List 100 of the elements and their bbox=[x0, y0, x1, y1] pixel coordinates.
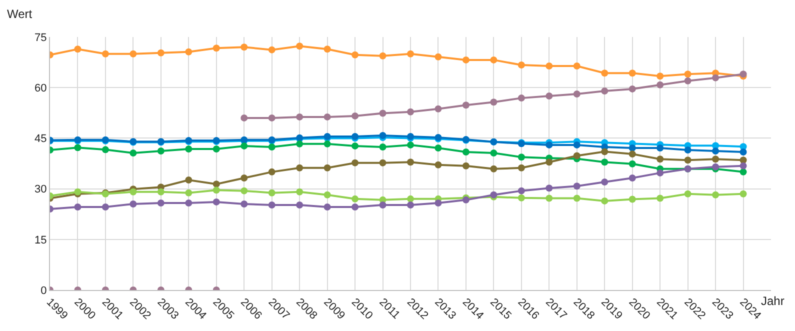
point bbox=[352, 195, 359, 202]
point bbox=[684, 146, 692, 154]
point bbox=[628, 144, 636, 152]
point bbox=[157, 188, 164, 196]
point bbox=[712, 74, 720, 82]
point bbox=[490, 165, 498, 172]
point bbox=[656, 81, 664, 88]
point bbox=[656, 156, 664, 163]
point bbox=[268, 114, 276, 122]
point bbox=[684, 70, 692, 78]
point bbox=[379, 132, 386, 139]
point bbox=[628, 160, 636, 168]
point bbox=[712, 156, 720, 163]
point bbox=[684, 77, 692, 84]
point bbox=[324, 46, 331, 53]
point bbox=[434, 53, 442, 60]
point bbox=[379, 52, 386, 60]
point bbox=[407, 158, 414, 166]
point bbox=[296, 188, 304, 196]
y-tick-label: 15 bbox=[34, 234, 47, 246]
point bbox=[518, 62, 525, 68]
point bbox=[352, 51, 359, 58]
point bbox=[240, 187, 248, 194]
point bbox=[712, 148, 720, 155]
point bbox=[684, 156, 692, 164]
point bbox=[656, 194, 664, 202]
point bbox=[434, 105, 442, 112]
point bbox=[268, 46, 276, 54]
point bbox=[240, 142, 248, 150]
y-tick-label: 45 bbox=[34, 133, 47, 146]
point bbox=[102, 50, 109, 58]
point bbox=[601, 158, 608, 166]
point bbox=[296, 113, 304, 120]
point bbox=[296, 201, 304, 208]
point bbox=[601, 197, 608, 204]
point bbox=[379, 143, 386, 150]
point bbox=[546, 158, 553, 166]
point bbox=[185, 199, 192, 206]
point bbox=[490, 56, 498, 64]
point bbox=[240, 114, 248, 122]
point bbox=[102, 204, 109, 211]
point bbox=[628, 85, 636, 92]
point bbox=[268, 143, 276, 150]
point bbox=[462, 102, 470, 109]
point bbox=[185, 176, 192, 184]
y-tick-label: 60 bbox=[34, 82, 47, 94]
y-tick-label: 30 bbox=[34, 184, 47, 196]
point bbox=[379, 201, 386, 208]
point bbox=[434, 161, 442, 168]
point bbox=[130, 150, 137, 157]
point bbox=[130, 188, 137, 196]
point bbox=[352, 159, 359, 166]
point bbox=[573, 152, 580, 160]
point bbox=[212, 180, 220, 188]
point bbox=[352, 142, 359, 150]
point bbox=[268, 189, 276, 196]
point bbox=[573, 141, 580, 148]
point bbox=[628, 174, 636, 182]
point bbox=[296, 164, 304, 172]
point bbox=[518, 164, 525, 172]
point bbox=[434, 199, 442, 206]
point bbox=[324, 113, 331, 120]
point bbox=[324, 140, 331, 148]
point bbox=[740, 162, 747, 170]
point bbox=[573, 90, 580, 98]
point bbox=[573, 194, 580, 202]
point bbox=[407, 50, 414, 58]
point bbox=[490, 98, 498, 106]
point bbox=[740, 148, 747, 156]
point bbox=[628, 70, 636, 77]
point bbox=[352, 204, 359, 211]
point bbox=[656, 169, 664, 176]
point bbox=[518, 194, 525, 202]
point bbox=[157, 148, 164, 155]
point bbox=[407, 195, 414, 202]
y-tick-label: 75 bbox=[34, 32, 47, 44]
x-axis-title: Jahr bbox=[761, 294, 784, 308]
point bbox=[74, 46, 82, 53]
point bbox=[324, 204, 331, 211]
point bbox=[212, 145, 220, 152]
point bbox=[130, 200, 137, 208]
point bbox=[324, 191, 331, 198]
point bbox=[546, 92, 553, 100]
point bbox=[185, 48, 192, 56]
point bbox=[212, 186, 220, 194]
point bbox=[157, 199, 164, 206]
point bbox=[407, 141, 414, 148]
point bbox=[185, 189, 192, 196]
point bbox=[518, 94, 525, 102]
point bbox=[185, 145, 192, 152]
point bbox=[740, 190, 747, 198]
point bbox=[268, 168, 276, 176]
point bbox=[546, 62, 553, 70]
point bbox=[102, 146, 109, 154]
point bbox=[601, 148, 608, 156]
point bbox=[740, 168, 747, 176]
point bbox=[656, 72, 664, 80]
point bbox=[324, 164, 331, 172]
point bbox=[628, 150, 636, 158]
point bbox=[712, 191, 720, 198]
